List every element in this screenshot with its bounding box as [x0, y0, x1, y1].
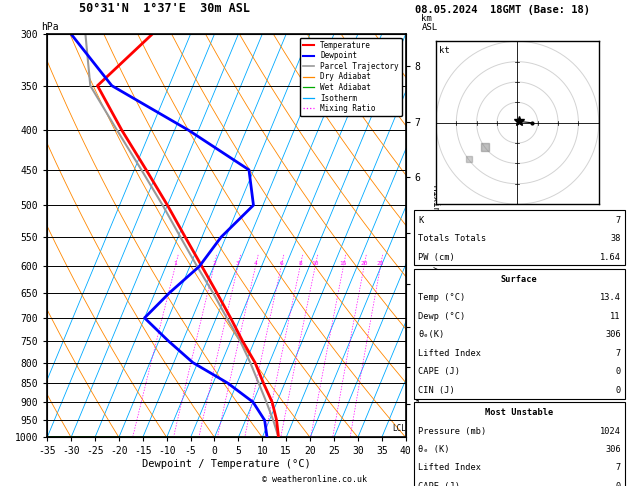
Text: CIN (J): CIN (J) [418, 386, 455, 395]
Text: kt: kt [439, 46, 450, 55]
Text: 1: 1 [174, 261, 177, 266]
Text: 306: 306 [605, 330, 621, 339]
Text: hPa: hPa [41, 21, 58, 32]
Text: Dewp (°C): Dewp (°C) [418, 312, 465, 321]
Text: Surface: Surface [501, 275, 538, 284]
Text: 7: 7 [616, 464, 621, 472]
Text: Lifted Index: Lifted Index [418, 349, 481, 358]
Text: Lifted Index: Lifted Index [418, 464, 481, 472]
Text: 2: 2 [212, 261, 216, 266]
Text: © weatheronline.co.uk: © weatheronline.co.uk [262, 474, 367, 484]
Text: Pressure (mb): Pressure (mb) [418, 427, 487, 435]
Text: 4: 4 [253, 261, 257, 266]
X-axis label: Dewpoint / Temperature (°C): Dewpoint / Temperature (°C) [142, 459, 311, 469]
Text: 306: 306 [605, 445, 621, 454]
Text: K: K [418, 216, 423, 225]
Text: 25: 25 [377, 261, 384, 266]
Text: 38: 38 [610, 234, 621, 243]
Text: Totals Totals: Totals Totals [418, 234, 487, 243]
Text: 7: 7 [616, 216, 621, 225]
Text: 1024: 1024 [600, 427, 621, 435]
Text: θₑ (K): θₑ (K) [418, 445, 450, 454]
Text: 50°31'N  1°37'E  30m ASL: 50°31'N 1°37'E 30m ASL [79, 1, 250, 15]
Text: km
ASL: km ASL [421, 14, 438, 32]
Text: PW (cm): PW (cm) [418, 253, 455, 261]
Text: θₑ(K): θₑ(K) [418, 330, 445, 339]
Text: Temp (°C): Temp (°C) [418, 294, 465, 302]
Text: CAPE (J): CAPE (J) [418, 367, 460, 376]
Text: 20: 20 [360, 261, 368, 266]
Y-axis label: Mixing Ratio (g/kg): Mixing Ratio (g/kg) [431, 185, 440, 287]
Text: Most Unstable: Most Unstable [485, 408, 554, 417]
Text: 10: 10 [311, 261, 319, 266]
Text: 6: 6 [279, 261, 283, 266]
Text: 08.05.2024  18GMT (Base: 18): 08.05.2024 18GMT (Base: 18) [415, 4, 590, 15]
Text: CAPE (J): CAPE (J) [418, 482, 460, 486]
Text: 3: 3 [236, 261, 240, 266]
Text: 0: 0 [616, 386, 621, 395]
Legend: Temperature, Dewpoint, Parcel Trajectory, Dry Adiabat, Wet Adiabat, Isotherm, Mi: Temperature, Dewpoint, Parcel Trajectory… [299, 38, 402, 116]
Text: 1.64: 1.64 [600, 253, 621, 261]
Text: 8: 8 [298, 261, 302, 266]
Text: 0: 0 [616, 482, 621, 486]
Text: 7: 7 [616, 349, 621, 358]
Text: LCL: LCL [392, 424, 406, 434]
Text: 0: 0 [616, 367, 621, 376]
Text: 15: 15 [340, 261, 347, 266]
Text: 11: 11 [610, 312, 621, 321]
Text: 13.4: 13.4 [600, 294, 621, 302]
